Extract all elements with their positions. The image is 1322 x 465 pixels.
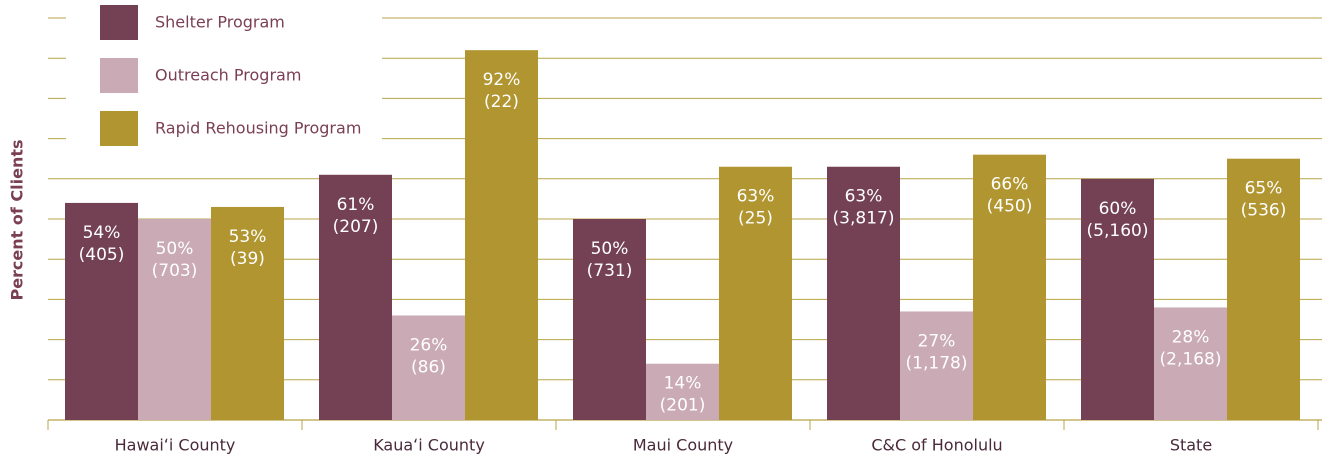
legend-label: Rapid Rehousing Program <box>155 119 361 138</box>
value-label: 26% <box>410 335 448 355</box>
bar <box>392 315 465 420</box>
value-label: 14% <box>664 374 702 394</box>
count-label: (25) <box>738 209 773 229</box>
count-label: (3,817) <box>833 209 895 229</box>
count-label: (731) <box>587 261 633 281</box>
count-label: (207) <box>333 217 379 237</box>
count-label: (201) <box>660 396 706 416</box>
value-label: 50% <box>591 239 629 259</box>
bar <box>1081 178 1154 420</box>
x-tick-label: Maui County <box>633 436 733 455</box>
bar <box>1154 307 1227 420</box>
bar <box>1227 158 1300 420</box>
x-tick-label: C&C of Honolulu <box>871 436 1002 455</box>
legend-label: Outreach Program <box>155 66 301 85</box>
bar <box>211 206 284 420</box>
count-label: (450) <box>987 197 1033 217</box>
x-tick-label: State <box>1170 436 1212 455</box>
bar <box>65 202 138 420</box>
value-label: 54% <box>83 223 121 243</box>
count-label: (405) <box>79 245 125 265</box>
y-axis-label: Percent of Clients <box>8 139 27 300</box>
value-label: 53% <box>229 227 267 247</box>
bar <box>138 219 211 420</box>
bar <box>319 174 392 420</box>
bar <box>719 166 792 420</box>
value-label: 60% <box>1099 199 1137 219</box>
count-label: (5,160) <box>1087 221 1149 241</box>
count-label: (39) <box>230 249 265 269</box>
value-label: 65% <box>1245 179 1283 199</box>
bar <box>646 363 719 420</box>
count-label: (703) <box>152 261 198 281</box>
value-label: 61% <box>337 195 375 215</box>
value-label: 28% <box>1172 327 1210 347</box>
count-label: (22) <box>484 92 519 112</box>
legend-swatch <box>100 111 138 146</box>
bar <box>973 154 1046 420</box>
count-label: (536) <box>1241 201 1287 221</box>
count-label: (2,168) <box>1160 349 1222 369</box>
bar <box>573 219 646 420</box>
legend-swatch <box>100 58 138 93</box>
value-label: 66% <box>991 175 1029 195</box>
value-label: 92% <box>483 70 521 90</box>
value-label: 63% <box>737 187 775 207</box>
value-label: 50% <box>156 239 194 259</box>
count-label: (1,178) <box>906 353 968 373</box>
bar <box>900 311 973 420</box>
bar <box>827 166 900 420</box>
count-label: (86) <box>411 357 446 377</box>
value-label: 63% <box>845 187 883 207</box>
bar <box>465 50 538 420</box>
x-tick-label: Hawaiʻi County <box>115 436 236 455</box>
legend-label: Shelter Program <box>155 13 285 32</box>
legend-swatch <box>100 5 138 40</box>
value-label: 27% <box>918 331 956 351</box>
x-tick-label: Kauaʻi County <box>373 436 485 455</box>
